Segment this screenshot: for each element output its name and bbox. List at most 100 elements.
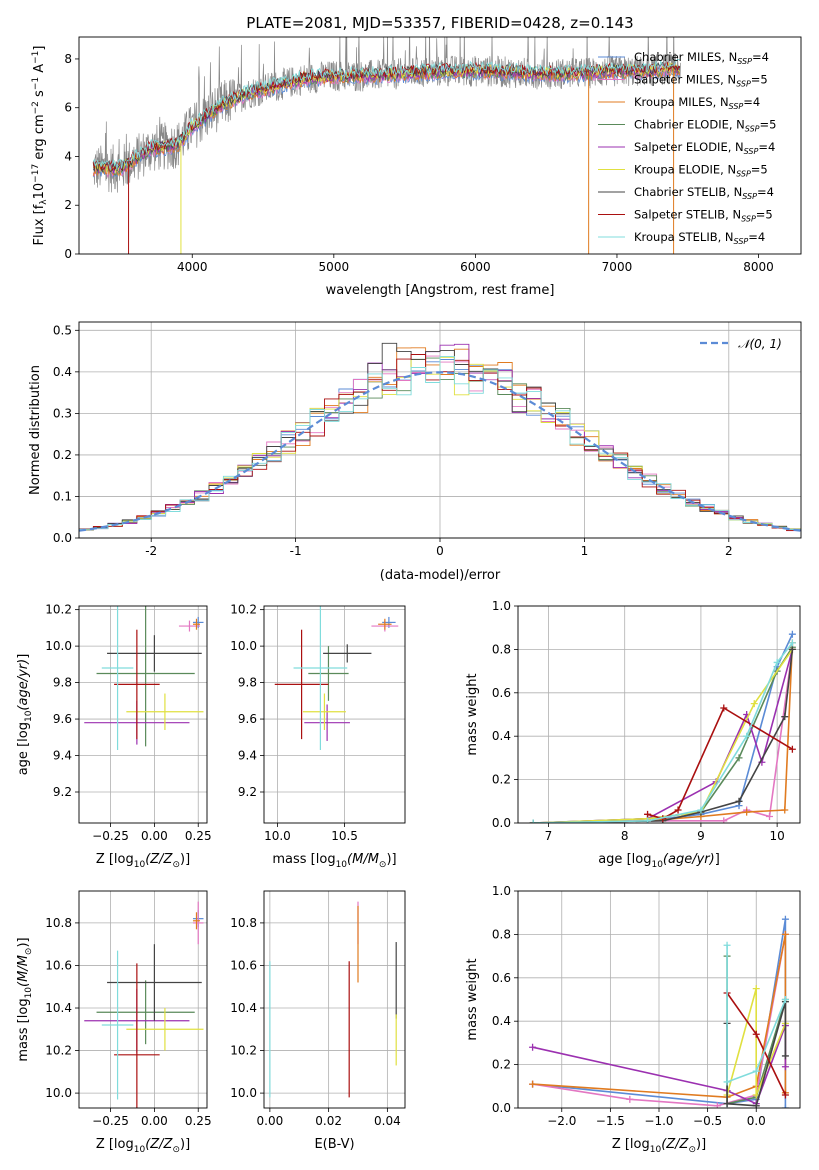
- legend-entry: Chabrier ELODIE, NSSP=5: [634, 118, 776, 134]
- y-tick-label: 9.2: [53, 785, 72, 799]
- x-axis-label: (data-model)/error: [380, 568, 501, 583]
- series-marker: [529, 1080, 537, 1088]
- series-marker: [781, 930, 789, 938]
- series-marker: [788, 745, 796, 753]
- y-tick-label: 10.0: [230, 1086, 257, 1100]
- y-tick-label: 0.4: [492, 729, 511, 743]
- legend-entry: Chabrier MILES, NSSP=4: [634, 50, 769, 66]
- series-marker: [529, 1043, 537, 1051]
- legend-entry: Kroupa MILES, NSSP=4: [634, 95, 760, 111]
- y-tick-label: 0.0: [53, 531, 72, 545]
- y-tick-label: 10.8: [230, 916, 257, 930]
- x-tick-label: 0.25: [185, 1114, 212, 1128]
- y-tick-label: 1.0: [492, 599, 511, 613]
- y-tick-label: 10.2: [45, 1044, 72, 1058]
- y-tick-label: 4: [64, 149, 72, 163]
- series-marker: [723, 941, 731, 949]
- series-marker: [781, 1063, 789, 1071]
- y-tick-label: 10.6: [230, 958, 257, 972]
- residual-histograms: [79, 342, 801, 538]
- x-tick-label: −2.0: [547, 1114, 576, 1128]
- x-tick-label: 4000: [177, 260, 208, 274]
- mass-vs-Z-points: [84, 901, 204, 1108]
- x-axis-label: mass [log10(M/M⊙)]: [272, 852, 396, 870]
- y-axis-label: mass weight: [465, 958, 480, 1040]
- y-tick-label: 10.2: [230, 1044, 257, 1058]
- series-marker: [674, 806, 682, 814]
- y-tick-label: 0.1: [53, 489, 72, 503]
- y-tick-label: 0: [64, 247, 72, 261]
- x-tick-label: -1: [290, 544, 302, 558]
- series-line: [533, 642, 794, 823]
- legend-entry: Salpeter STELIB, NSSP=5: [634, 208, 773, 224]
- series-marker: [781, 806, 789, 814]
- age-vs-mass-points: [274, 606, 399, 751]
- series-marker: [752, 1102, 760, 1108]
- x-tick-label: 10.5: [331, 829, 358, 843]
- series-marker: [697, 806, 705, 814]
- x-tick-label: 8000: [743, 260, 774, 274]
- y-tick-label: 0.4: [492, 1014, 511, 1028]
- y-tick-label: 10.2: [45, 603, 72, 617]
- y-axis-label: age [log10(age/yr)]: [16, 654, 34, 776]
- x-tick-label: 0.04: [374, 1114, 401, 1128]
- series-marker: [626, 1095, 634, 1103]
- age-vs-mass-frame: [263, 605, 406, 824]
- x-tick-label: −1.5: [596, 1114, 625, 1128]
- mass-vs-Z-axes: −0.25 0.00 0.25 10.0 10.2 10.4 10.6 10.8: [45, 891, 212, 1128]
- series-marker: [781, 915, 789, 923]
- x-tick-label: 2: [725, 544, 733, 558]
- y-tick-label: 8: [64, 52, 72, 66]
- mass-vs-EBV-frame: [263, 890, 406, 1109]
- series-marker: [750, 700, 758, 708]
- series-marker: [773, 658, 781, 666]
- mass-weight-vs-Z-lines: [529, 915, 789, 1108]
- residuals-frame: [78, 321, 802, 539]
- series-line: [533, 642, 794, 823]
- x-tick-label: 8: [621, 829, 629, 843]
- series-marker: [752, 985, 760, 993]
- x-tick-label: 0.02: [315, 1114, 342, 1128]
- x-tick-label: 9: [697, 829, 705, 843]
- charts: 4000 5000 6000 7000 8000 0 2 4 6 8 wavelength [Ang…: [16, 36, 802, 1155]
- series-marker: [720, 704, 728, 712]
- y-tick-label: 10.0: [45, 1086, 72, 1100]
- series-marker: [752, 1030, 760, 1038]
- x-tick-label: 0.25: [185, 829, 212, 843]
- spectrum-axes: 4000 5000 6000 7000 8000 0 2 4 6 8: [64, 52, 773, 274]
- y-tick-label: 0.5: [53, 323, 72, 337]
- x-tick-label: -2: [145, 544, 157, 558]
- mass-weight-vs-age-frame: [517, 605, 801, 824]
- y-axis-label: Flux [fλ10−17 erg cm−2 s−1 A−1]: [31, 46, 49, 246]
- mass-vs-EBV-points: [269, 901, 397, 1098]
- x-axis-label: Z [log10(Z/Z⊙)]: [612, 1137, 706, 1155]
- x-tick-label: 0.00: [141, 829, 168, 843]
- x-tick-label: −0.25: [92, 829, 129, 843]
- y-tick-label: 0.8: [492, 642, 511, 656]
- series-marker: [788, 630, 796, 638]
- series-marker: [743, 732, 751, 740]
- series-line: [533, 633, 794, 823]
- x-axis-label: age [log10(age/yr)]: [598, 852, 720, 870]
- histogram-series: [79, 355, 801, 538]
- x-axis-label: Z [log10(Z/Z⊙)]: [96, 852, 190, 870]
- series-marker: [735, 754, 743, 762]
- y-tick-label: 9.2: [238, 785, 257, 799]
- mass-weight-vs-Z-frame: [517, 890, 801, 1109]
- age-vs-mass-axes: 10.0 10.5 9.2 9.4 9.6 9.8 10.0 10.2: [230, 603, 405, 843]
- x-axis-label: wavelength [Angstrom, rest frame]: [326, 283, 555, 298]
- mass-vs-Z-frame: [78, 890, 208, 1109]
- y-tick-label: 9.4: [238, 749, 257, 763]
- y-tick-label: 9.4: [53, 749, 72, 763]
- x-tick-label: 0.00: [257, 1114, 284, 1128]
- y-axis-label: mass weight: [465, 673, 480, 755]
- y-tick-label: 0.8: [492, 927, 511, 941]
- y-tick-label: 0.3: [53, 406, 72, 420]
- x-tick-label: 7: [545, 829, 553, 843]
- y-axis-label: mass [log10(M/M⊙)]: [16, 937, 34, 1061]
- series-line: [726, 945, 787, 1084]
- y-tick-label: 9.6: [53, 712, 72, 726]
- series-marker: [781, 1091, 789, 1099]
- age-vs-Z-points: [84, 606, 204, 751]
